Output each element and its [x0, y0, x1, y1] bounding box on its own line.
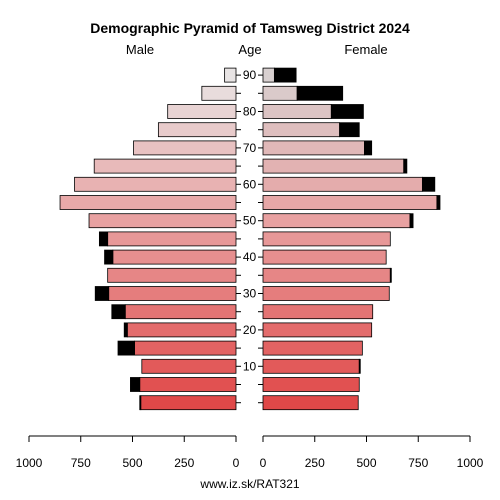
male-bar-80-84	[167, 104, 237, 119]
male-bar-50-54	[88, 213, 237, 229]
female-bar-75-79	[262, 122, 340, 138]
male-x-axis: 0 250 500 750 1000	[16, 435, 240, 470]
female-bar-10-14	[262, 358, 360, 374]
male-bar-30-34	[108, 286, 237, 301]
female-excess-55-59	[436, 195, 441, 210]
female-excess-65-69	[403, 158, 408, 174]
male-bar-0-4	[140, 395, 237, 411]
female-excess-75-79	[339, 122, 360, 138]
age-tick-label: 10	[243, 359, 257, 373]
age-tick-label: 70	[243, 141, 257, 155]
male-bar-70-74	[133, 140, 237, 156]
male-excess-5-9	[130, 377, 141, 392]
age-tick-label: 40	[243, 250, 257, 264]
male-x-tick-label: 1000	[16, 456, 43, 470]
age-header: Age	[238, 42, 261, 57]
footer-source: www.iz.sk/RAT321	[199, 477, 299, 491]
female-bar-35-39	[262, 267, 391, 283]
male-bars	[59, 67, 237, 411]
male-bar-65-69	[93, 158, 237, 174]
female-bar-0-4	[262, 395, 359, 411]
age-tick-label: 60	[243, 177, 257, 191]
female-x-tick-label: 750	[408, 456, 428, 470]
male-bar-25-29	[124, 304, 237, 320]
male-excess-30-34	[94, 286, 110, 301]
female-bar-15-19	[262, 340, 363, 356]
female-x-tick-label: 250	[305, 456, 325, 470]
female-bar-5-9	[262, 377, 360, 392]
age-tick-label: 90	[243, 68, 257, 82]
age-axis: 10 20 30 40 50 60 70 80 90	[236, 68, 263, 404]
female-bar-55-59	[262, 195, 438, 210]
female-excess-70-74	[364, 140, 373, 156]
male-bar-40-44	[112, 249, 237, 265]
age-tick-label: 50	[243, 214, 257, 228]
male-bar-10-14	[141, 358, 237, 374]
female-bar-70-74	[262, 140, 365, 156]
female-x-tick-label: 1000	[457, 456, 484, 470]
male-bar-15-19	[134, 340, 237, 356]
male-bar-5-9	[139, 377, 237, 392]
female-bar-30-34	[262, 286, 390, 301]
male-bar-60-64	[74, 176, 237, 192]
male-bar-75-79	[157, 122, 237, 138]
age-tick-label: 30	[243, 287, 257, 301]
female-excess-60-64	[421, 176, 436, 192]
female-excess-85-89	[296, 85, 344, 101]
female-excess-50-54	[409, 213, 414, 229]
male-bar-90+	[224, 67, 237, 83]
age-tick-label: 20	[243, 323, 257, 337]
male-bar-45-49	[107, 231, 237, 247]
male-x-tick-label: 250	[174, 456, 194, 470]
female-bar-80-84	[262, 104, 332, 119]
male-excess-45-49	[98, 231, 109, 247]
chart-title: Demographic Pyramid of Tamsweg District …	[90, 20, 410, 36]
male-excess-40-44	[104, 249, 114, 265]
female-excess-10-14	[358, 358, 361, 374]
female-bars	[262, 67, 441, 411]
female-bar-50-54	[262, 213, 411, 229]
female-excess-80-84	[330, 104, 364, 119]
male-x-tick-label: 500	[122, 456, 142, 470]
age-tick-label: 80	[243, 105, 257, 119]
male-excess-20-24	[123, 322, 128, 338]
female-bar-60-64	[262, 176, 423, 192]
female-x-tick-label: 0	[260, 456, 267, 470]
male-x-tick-label: 0	[233, 456, 240, 470]
female-bar-85-89	[262, 85, 298, 101]
male-excess-0-4	[139, 395, 142, 411]
male-bar-85-89	[201, 85, 237, 101]
male-header: Male	[126, 42, 154, 57]
male-x-tick-label: 750	[71, 456, 91, 470]
female-x-tick-label: 500	[356, 456, 376, 470]
female-bar-65-69	[262, 158, 405, 174]
male-bar-55-59	[59, 195, 237, 210]
female-excess-90+	[273, 67, 297, 83]
female-bar-90+	[262, 67, 275, 83]
male-excess-15-19	[117, 340, 135, 356]
female-x-axis: 0 250 500 750 1000	[260, 435, 484, 470]
female-header: Female	[344, 42, 387, 57]
female-bar-40-44	[262, 249, 387, 265]
female-bar-45-49	[262, 231, 391, 247]
male-bar-35-39	[107, 267, 237, 283]
male-excess-25-29	[111, 304, 126, 320]
male-bar-20-24	[126, 322, 237, 338]
female-bar-20-24	[262, 322, 373, 338]
female-excess-35-39	[389, 267, 392, 283]
female-bar-25-29	[262, 304, 374, 320]
